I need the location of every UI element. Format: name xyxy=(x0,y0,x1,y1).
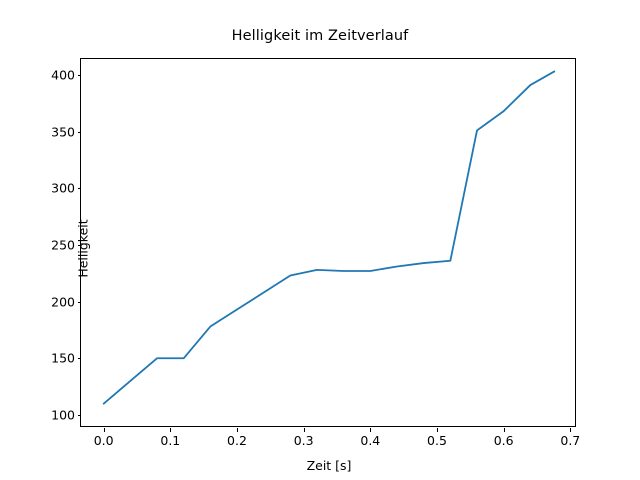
y-tick-mark xyxy=(77,301,81,303)
y-tick-mark xyxy=(77,244,81,246)
y-tick-label: 300 xyxy=(51,180,75,196)
x-tick-mark xyxy=(170,428,172,432)
x-tick-label: 0.7 xyxy=(560,433,581,448)
y-tick-mark xyxy=(77,188,81,190)
y-tick-label: 350 xyxy=(51,124,75,140)
x-tick-label: 0.1 xyxy=(160,433,181,448)
x-tick-mark xyxy=(303,428,305,432)
x-tick-mark xyxy=(570,428,572,432)
x-tick-mark xyxy=(503,428,505,432)
y-tick-label: 250 xyxy=(51,237,75,253)
y-tick-label: 150 xyxy=(51,350,75,366)
y-tick-mark xyxy=(77,74,81,76)
chart-title: Helligkeit im Zeitverlauf xyxy=(231,28,409,44)
x-axis-label: Zeit [s] xyxy=(306,458,352,473)
x-tick-mark xyxy=(437,428,438,432)
y-tick-label: 100 xyxy=(51,407,75,423)
x-tick-label: 0.0 xyxy=(93,433,114,448)
y-tick-mark xyxy=(77,131,81,133)
x-tick-mark xyxy=(237,428,238,432)
x-tick-mark xyxy=(103,428,105,432)
y-tick-label: 400 xyxy=(51,67,75,83)
data-series-line xyxy=(102,70,556,405)
x-tick-label: 0.4 xyxy=(360,433,381,448)
x-tick-label: 0.3 xyxy=(293,433,314,448)
x-tick-label: 0.5 xyxy=(427,433,447,448)
x-tick-mark xyxy=(370,428,372,432)
plot-area: Helligkeit Zeit [s] 100 150 200 250 300 350 40… xyxy=(51,58,580,473)
x-tick-label: 0.2 xyxy=(227,433,247,448)
y-tick-label: 200 xyxy=(51,294,75,310)
y-tick-mark xyxy=(77,414,81,416)
y-tick-mark xyxy=(77,358,81,360)
line-plot-svg xyxy=(102,70,556,405)
x-tick-label: 0.6 xyxy=(493,433,514,448)
